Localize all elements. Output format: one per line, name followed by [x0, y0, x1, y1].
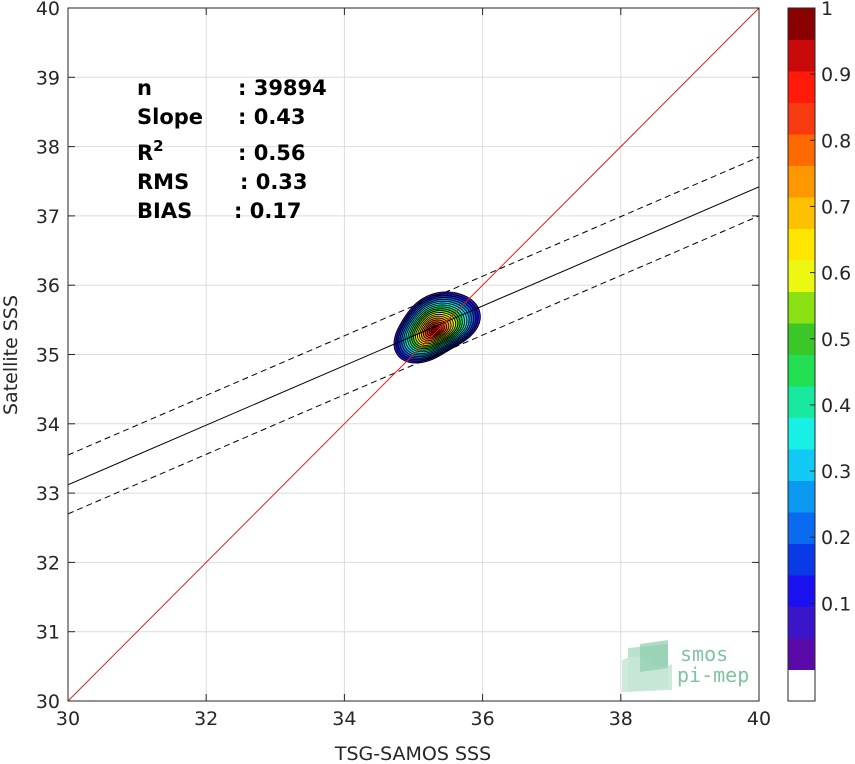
- colorbar-segment: [788, 449, 815, 481]
- reference-lines: [68, 8, 759, 701]
- colorbar-segment: [788, 291, 815, 324]
- colorbar-ticks: 0.1 0.2 0.3 0.4 0.5 0.6 0.7 0.8 0.9 1: [810, 0, 851, 615]
- colorbar-tick-label: 0.5: [821, 329, 851, 351]
- stat-value: : 0.43: [238, 105, 306, 129]
- colorbar-segment: [788, 228, 815, 261]
- logo-line2: pi-mep: [677, 663, 749, 687]
- colorbar-segment: [788, 197, 815, 229]
- stat-key: R2: [137, 137, 164, 165]
- x-tick-label: 32: [194, 708, 218, 730]
- colorbar-segment: [788, 512, 815, 544]
- y-tick-label: 35: [36, 345, 60, 367]
- colorbar-segment: [788, 669, 815, 702]
- x-tick-label: 36: [471, 708, 495, 730]
- y-tick-label: 38: [36, 137, 60, 159]
- y-axis-label: Satellite SSS: [0, 295, 22, 415]
- colorbar-tick-label: 0.6: [821, 263, 851, 285]
- colorbar-segment: [788, 480, 815, 513]
- colorbar-segment: [788, 638, 815, 670]
- density-contours: [393, 291, 481, 364]
- x-tick-label: 38: [609, 708, 633, 730]
- colorbar-tick-label: 0.7: [821, 196, 851, 218]
- x-axis-label: TSG-SAMOS SSS: [334, 743, 491, 764]
- colorbar-tick-label: 0.1: [821, 593, 851, 615]
- y-tick-label: 34: [36, 414, 60, 436]
- colorbar-segment: [788, 134, 815, 166]
- colorbar-tick-label: 0.3: [821, 461, 851, 483]
- y-tick-label: 39: [36, 67, 60, 89]
- stat-value: : 0.33: [240, 170, 308, 194]
- colorbar-segment: [788, 543, 815, 576]
- colorbar-segment: [788, 165, 815, 198]
- stat-key: RMS: [137, 170, 189, 194]
- colorbar-segment: [788, 417, 815, 450]
- x-axis-ticks: 30 32 34 36 38 40: [56, 8, 771, 730]
- confidence-line: [68, 215, 759, 515]
- x-tick-label: 40: [747, 708, 771, 730]
- logo-waves-icon: [622, 640, 672, 692]
- logo-line1: smos: [680, 642, 728, 666]
- confidence-line: [68, 156, 759, 456]
- colorbar-segment: [788, 39, 815, 72]
- x-tick-label: 34: [332, 708, 356, 730]
- y-tick-label: 32: [36, 552, 60, 574]
- y-tick-label: 33: [36, 483, 60, 505]
- colorbar-segment: [788, 354, 815, 387]
- colorbar-segment: [788, 260, 815, 292]
- stat-key: n: [137, 76, 152, 100]
- y-tick-label: 30: [36, 691, 60, 713]
- identity-line: [68, 8, 759, 701]
- colorbar-segment: [788, 606, 815, 639]
- smos-pi-mep-logo: smos pi-mep: [622, 640, 749, 692]
- colorbar-segment: [788, 8, 815, 40]
- stat-key: BIAS: [137, 199, 192, 223]
- colorbar-segment: [788, 71, 815, 103]
- y-tick-label: 40: [36, 0, 60, 20]
- colorbar-tick-label: 0.8: [821, 130, 851, 152]
- colorbar-segment: [788, 102, 815, 135]
- regression-line: [68, 186, 759, 486]
- colorbar-segment: [788, 386, 815, 418]
- colorbar: [787, 7, 816, 702]
- y-axis-ticks: 30 31 32 33 34 35 36 37 38 39 40: [36, 0, 759, 713]
- colorbar-segment: [788, 575, 815, 607]
- stat-value: : 0.56: [238, 141, 306, 165]
- statistics-box: n : 39894 Slope : 0.43 R2 : 0.56 RMS : 0.33 BIAS…: [137, 76, 327, 223]
- stat-key: Slope: [137, 105, 203, 129]
- stat-value: : 0.17: [234, 199, 302, 223]
- x-tick-label: 30: [56, 708, 80, 730]
- colorbar-tick-label: 0.9: [821, 64, 851, 86]
- y-tick-label: 36: [36, 275, 60, 297]
- colorbar-tick-label: 0.4: [821, 395, 851, 417]
- y-tick-label: 31: [36, 622, 60, 644]
- colorbar-tick-label: 0.2: [821, 527, 851, 549]
- colorbar-frame: [787, 7, 816, 702]
- y-tick-label: 37: [36, 206, 60, 228]
- stat-value: : 39894: [238, 76, 327, 100]
- colorbar-tick-label: 1: [821, 0, 833, 20]
